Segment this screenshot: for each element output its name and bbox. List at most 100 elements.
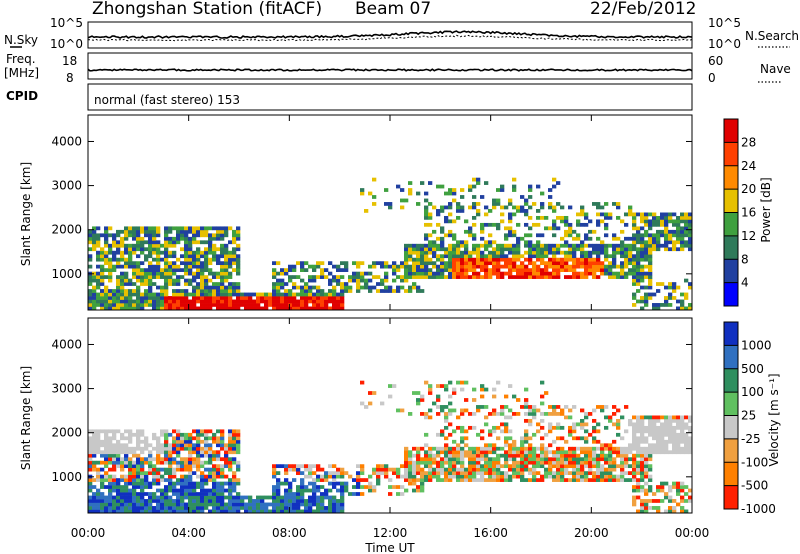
heatmap-cell [296,485,301,489]
heatmap-cell [476,408,481,413]
heatmap-cell [152,229,157,234]
heatmap-cell [220,254,225,259]
heatmap-cell [668,292,673,297]
heatmap-cell [580,478,585,482]
heatmap-cell [676,418,681,423]
heatmap-cell [444,418,449,423]
heatmap-cell [664,495,669,500]
heatmap-cell [488,460,493,465]
heatmap-cell [548,257,553,262]
heatmap-cell [196,446,201,451]
heatmap-cell [192,240,197,245]
heatmap-cell [192,275,197,279]
heatmap-cell [528,254,533,259]
heatmap-cell [676,247,681,252]
heatmap-cell [508,264,513,269]
heatmap-cell [656,439,661,444]
heatmap-cell [272,285,277,290]
heatmap-cell [388,289,393,293]
heatmap-cell [500,184,505,189]
heatmap-cell [420,264,425,269]
heatmap-cell [556,264,561,269]
heatmap-cell [88,436,93,441]
heatmap-cell [512,205,517,210]
heatmap-cell [140,229,145,234]
x-tick-label: 00:00 [71,526,106,540]
heatmap-cell [136,303,141,307]
heatmap-cell [216,261,221,266]
heatmap-cell [340,296,345,300]
heatmap-cell [656,222,661,227]
heatmap-cell [232,257,237,262]
heatmap-cell [428,271,433,276]
heatmap-cell [496,464,501,469]
heatmap-cell [368,285,373,290]
heatmap-cell [520,460,525,465]
heatmap-cell [180,303,185,307]
heatmap-cell [480,457,485,462]
heatmap-cell [392,384,397,388]
heatmap-cell [220,481,225,486]
heatmap-cell [312,488,317,493]
heatmap-cell [680,488,685,493]
heatmap-cell [168,254,173,259]
heatmap-cell [580,222,585,227]
heatmap-cell [676,436,681,441]
heatmap-cell [124,429,129,434]
heatmap-cell [116,257,121,262]
heatmap-cell [660,415,665,420]
heatmap-cell [572,247,577,252]
heatmap-cell [164,467,169,472]
heatmap-cell [96,446,101,451]
heatmap-cell [376,474,381,479]
heatmap-cell [188,432,193,437]
heatmap-cell [180,509,185,514]
heatmap-cell [644,453,649,458]
heatmap-cell [352,271,357,276]
heatmap-cell [220,446,225,451]
heatmap-cell [156,495,161,500]
heatmap-cell [568,457,573,462]
heatmap-cell [108,502,113,507]
heatmap-cell [444,446,449,451]
heatmap-cell [576,233,581,238]
heatmap-cell [592,436,597,441]
heatmap-cell [684,485,689,489]
heatmap-cell [520,439,525,444]
heatmap-cell [580,450,585,455]
heatmap-cell [116,492,121,496]
heatmap-cell [528,205,533,210]
heatmap-cell [132,282,137,286]
heatmap-cell [132,492,137,496]
heatmap-cell [604,405,609,409]
heatmap-cell [464,243,469,248]
heatmap-cell [124,264,129,269]
heatmap-cell [620,254,625,259]
heatmap-cell [668,485,673,489]
heatmap-cell [164,436,169,441]
heatmap-cell [200,289,205,293]
heatmap-cell [232,289,237,293]
heatmap-cell [536,478,541,482]
heatmap-cell [516,453,521,458]
heatmap-cell [580,247,585,252]
heatmap-cell [160,289,165,293]
heatmap-cell [528,195,533,199]
heatmap-cell [568,243,573,248]
heatmap-cell [156,226,161,231]
heatmap-cell [456,250,461,255]
heatmap-cell [616,271,621,276]
heatmap-cell [392,261,397,266]
heatmap-cell [624,405,629,409]
heatmap-cell [148,471,153,475]
heatmap-cell [276,278,281,283]
heatmap-cell [180,446,185,451]
heatmap-cell [572,471,577,475]
heatmap-cell [632,443,637,448]
heatmap-cell [572,254,577,259]
heatmap-cell [284,481,289,486]
heatmap-cell [492,222,497,227]
heatmap-cell [272,499,277,503]
heatmap-cell [152,457,157,462]
heatmap-cell [584,439,589,444]
